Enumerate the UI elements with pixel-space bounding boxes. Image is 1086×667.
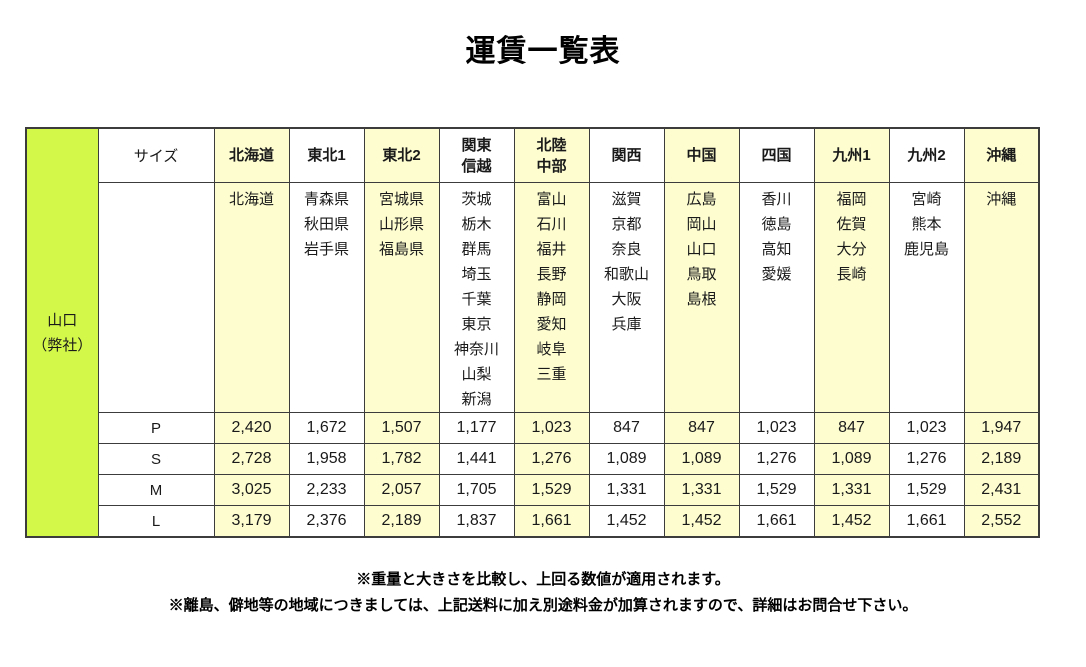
prefecture-list: 宮崎 熊本 鹿児島 <box>888 182 965 413</box>
fare-cell: 1,023 <box>888 412 965 444</box>
fare-cell: 1,441 <box>438 443 515 475</box>
size-label: P <box>97 412 215 444</box>
fare-cell: 1,947 <box>963 412 1040 444</box>
fare-row-p: P 2,420 1,672 1,507 1,177 1,023 847 847 … <box>26 412 1040 444</box>
fare-row-l: L 3,179 2,376 2,189 1,837 1,661 1,452 1,… <box>26 505 1040 538</box>
fare-cell: 1,331 <box>663 474 740 506</box>
region-header: 関西 <box>588 127 665 183</box>
fare-cell: 1,331 <box>813 474 890 506</box>
fare-cell: 1,661 <box>888 505 965 538</box>
fare-cell: 1,452 <box>813 505 890 538</box>
fare-cell: 1,958 <box>288 443 365 475</box>
prefecture-list: 滋賀 京都 奈良 和歌山 大阪 兵庫 <box>588 182 665 413</box>
fare-cell: 1,529 <box>888 474 965 506</box>
region-header: 北陸 中部 <box>513 127 590 183</box>
fare-cell: 2,189 <box>963 443 1040 475</box>
prefecture-list: 北海道 <box>213 182 290 413</box>
fare-cell: 1,782 <box>363 443 440 475</box>
prefecture-empty-cell <box>97 182 215 413</box>
size-header-cell: サイズ <box>97 127 215 183</box>
size-label: M <box>97 474 215 506</box>
prefecture-list: 福岡 佐賀 大分 長崎 <box>813 182 890 413</box>
prefecture-list: 宮城県 山形県 福島県 <box>363 182 440 413</box>
fare-cell: 847 <box>588 412 665 444</box>
size-label: S <box>97 443 215 475</box>
region-header: 沖縄 <box>963 127 1040 183</box>
fare-cell: 2,376 <box>288 505 365 538</box>
fare-cell: 847 <box>663 412 740 444</box>
fare-cell: 1,023 <box>513 412 590 444</box>
fare-cell: 1,331 <box>588 474 665 506</box>
fare-cell: 2,552 <box>963 505 1040 538</box>
fare-cell: 1,089 <box>663 443 740 475</box>
region-header: 東北2 <box>363 127 440 183</box>
fare-table: 山口 （弊社） サイズ 北海道 東北1 東北2 関東 信越 北陸 中部 関西 中… <box>25 127 1040 538</box>
fare-cell: 1,089 <box>588 443 665 475</box>
region-header: 中国 <box>663 127 740 183</box>
prefecture-list: 富山 石川 福井 長野 静岡 愛知 岐阜 三重 <box>513 182 590 413</box>
fare-cell: 2,420 <box>213 412 290 444</box>
fare-cell: 2,728 <box>213 443 290 475</box>
footnotes: ※重量と大きさを比較し、上回る数値が適用されます。 ※離島、僻地等の地域につきま… <box>0 567 1086 619</box>
fare-cell: 847 <box>813 412 890 444</box>
fare-cell: 3,025 <box>213 474 290 506</box>
region-header: 四国 <box>738 127 815 183</box>
fare-cell: 1,452 <box>663 505 740 538</box>
fare-cell: 1,672 <box>288 412 365 444</box>
fare-cell: 1,705 <box>438 474 515 506</box>
fare-cell: 1,507 <box>363 412 440 444</box>
fare-cell: 2,233 <box>288 474 365 506</box>
page-title: 運賃一覧表 <box>465 35 621 68</box>
prefecture-list: 沖縄 <box>963 182 1040 413</box>
fare-cell: 1,023 <box>738 412 815 444</box>
fare-row-s: S 2,728 1,958 1,782 1,441 1,276 1,089 1,… <box>26 443 1040 475</box>
region-header: 北海道 <box>213 127 290 183</box>
fare-cell: 1,276 <box>513 443 590 475</box>
fare-cell: 1,837 <box>438 505 515 538</box>
fare-cell: 1,452 <box>588 505 665 538</box>
prefecture-list: 茨城 栃木 群馬 埼玉 千葉 東京 神奈川 山梨 新潟 <box>438 182 515 413</box>
fare-cell: 1,177 <box>438 412 515 444</box>
region-header: 九州1 <box>813 127 890 183</box>
fare-cell: 1,661 <box>513 505 590 538</box>
fare-cell: 1,089 <box>813 443 890 475</box>
prefecture-row: 北海道 青森県 秋田県 岩手県 宮城県 山形県 福島県 茨城 栃木 群馬 埼玉 … <box>26 182 1040 413</box>
footnote-remote-areas: ※離島、僻地等の地域につきましては、上記送料に加え別途料金が加算されますので、詳… <box>168 597 918 614</box>
region-header: 東北1 <box>288 127 365 183</box>
origin-cell: 山口 （弊社） <box>25 127 99 538</box>
fare-cell: 2,189 <box>363 505 440 538</box>
fare-cell: 2,431 <box>963 474 1040 506</box>
size-label: L <box>97 505 215 538</box>
fare-cell: 1,661 <box>738 505 815 538</box>
fare-cell: 1,529 <box>513 474 590 506</box>
prefecture-list: 青森県 秋田県 岩手県 <box>288 182 365 413</box>
fare-row-m: M 3,025 2,233 2,057 1,705 1,529 1,331 1,… <box>26 474 1040 506</box>
fare-cell: 2,057 <box>363 474 440 506</box>
prefecture-list: 広島 岡山 山口 鳥取 島根 <box>663 182 740 413</box>
region-header: 関東 信越 <box>438 127 515 183</box>
fare-cell: 3,179 <box>213 505 290 538</box>
prefecture-list: 香川 徳島 高知 愛媛 <box>738 182 815 413</box>
fare-cell: 1,276 <box>738 443 815 475</box>
fare-cell: 1,529 <box>738 474 815 506</box>
region-header: 九州2 <box>888 127 965 183</box>
footnote-weight-size: ※重量と大きさを比較し、上回る数値が適用されます。 <box>356 571 730 588</box>
fare-cell: 1,276 <box>888 443 965 475</box>
header-row: 山口 （弊社） サイズ 北海道 東北1 東北2 関東 信越 北陸 中部 関西 中… <box>25 127 1040 538</box>
